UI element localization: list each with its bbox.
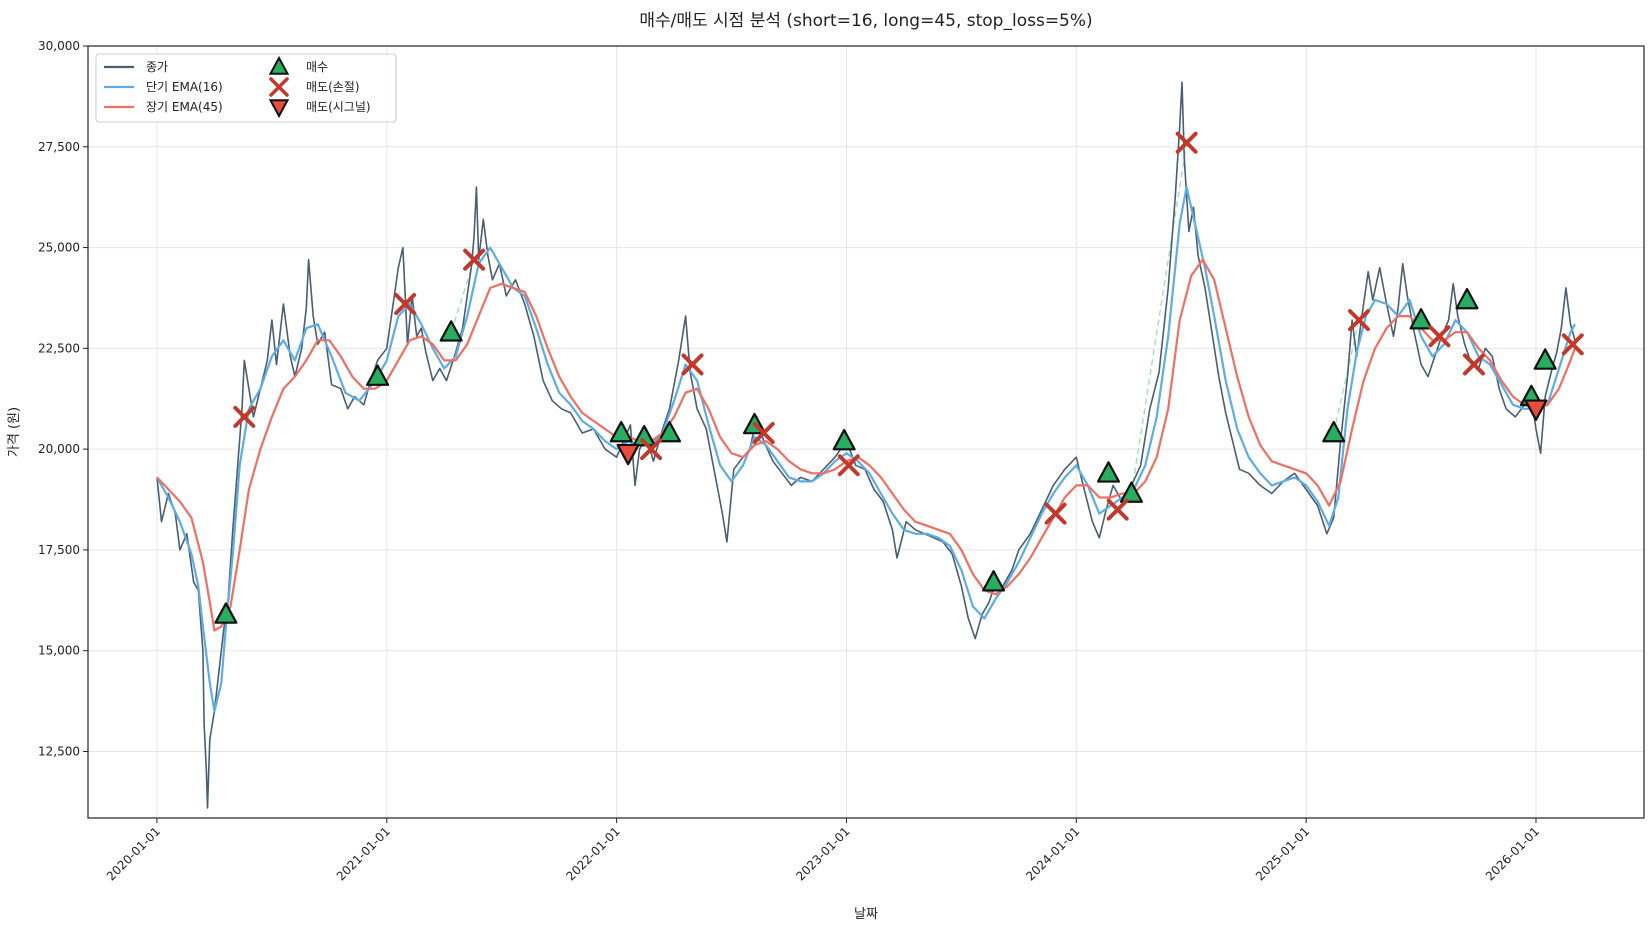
plot-border [87,45,1645,819]
legend-swatch [269,77,289,97]
legend-label: 매도(시그널) [306,100,371,114]
buy-marker [1409,308,1433,330]
stop-loss-marker [681,353,704,376]
stop-loss-marker [463,248,486,271]
x-tick-label: 2022-01-01 [564,824,623,883]
chart-title: 매수/매도 시점 분석 (short=16, long=45, stop_los… [639,11,1092,31]
legend-label: 단기 EMA(16) [146,80,223,94]
grid [88,45,1644,818]
y-tick-label: 12,500 [38,744,80,758]
buy-marker [657,420,682,443]
buy-marker [1322,420,1346,443]
buy-marker [1533,348,1557,370]
y-tick-label: 20,000 [38,442,80,456]
legend-entry: 매수 [268,55,328,75]
chart-title-group: 매수/매도 시점 분석 (short=16, long=45, stop_los… [639,11,1092,31]
buy-marker [982,570,1006,592]
buy-marker [366,364,390,386]
stop-loss-marker [394,293,417,316]
buy-marker [1119,481,1144,503]
stop-loss-marker [1428,325,1451,348]
legend-box [95,53,397,123]
x-axis: 2020-01-01 2021-01-01 2022-01-01 2023-01-01… [104,818,1542,883]
sell-signal-marker [1524,399,1548,421]
legend-entry: 매도(손절) [269,77,360,97]
buy-marker [609,420,633,443]
y-tick-label: 17,500 [38,543,80,557]
stop-loss-marker [1561,333,1584,356]
y-tick-label: 22,500 [38,341,80,355]
legend-label: 종가 [146,60,168,74]
y-tick-label: 25,000 [38,241,80,255]
stop-loss-marker [1044,502,1067,525]
stop-loss-marker [1106,498,1129,521]
y-tick-label: 27,500 [38,140,80,154]
x-tick-label: 2026-01-01 [1483,824,1542,883]
legend-label: 매도(손절) [306,80,360,94]
legend-entry: 단기 EMA(16) [104,80,223,94]
sell-signal-marker [616,443,640,466]
stop-loss-marker [1348,309,1371,332]
stop-loss-marker [233,405,256,428]
y-tick-label: 15,000 [38,644,80,658]
legend-label: 매수 [306,60,328,74]
buy-marker [832,428,856,451]
legend-entry: 장기 EMA(45) [104,100,223,114]
stop-loss-marker [752,422,775,445]
legend-label: 장기 EMA(45) [146,100,223,114]
trade-link [1130,142,1188,494]
buy-marker [632,424,656,447]
plot-area [87,45,1645,819]
series-lines [156,81,1577,809]
buy-marker [214,602,238,624]
stop-loss-marker [1175,131,1198,154]
stop-loss-marker [1462,353,1485,376]
buy-marker [439,320,463,342]
series-line [156,81,1576,809]
x-tick-label: 2021-01-01 [334,824,393,883]
buy-marker [1455,287,1479,310]
y-axis-label: 가격 (원) [7,407,22,457]
legend-entry: 매도(시그널) [268,99,371,119]
x-tick-label: 2020-01-01 [104,824,163,883]
legend-swatch [268,99,290,119]
y-axis: 12,500 15,000 17,500 20,000 22,500 25,000 27,5… [38,39,88,758]
buy-marker [1096,461,1121,483]
legend-entry: 종가 [104,60,168,74]
y-tick-label: 30,000 [38,39,80,53]
x-tick-label: 2024-01-01 [1023,824,1082,883]
signal-markers [214,131,1584,624]
stop-loss-marker [837,454,860,477]
legend-swatch [268,55,290,75]
x-tick-label: 2025-01-01 [1253,824,1312,883]
stop-loss-marker [640,438,663,461]
series-line [156,186,1576,713]
x-tick-label: 2023-01-01 [793,824,852,883]
x-axis-label: 날짜 [854,907,878,922]
